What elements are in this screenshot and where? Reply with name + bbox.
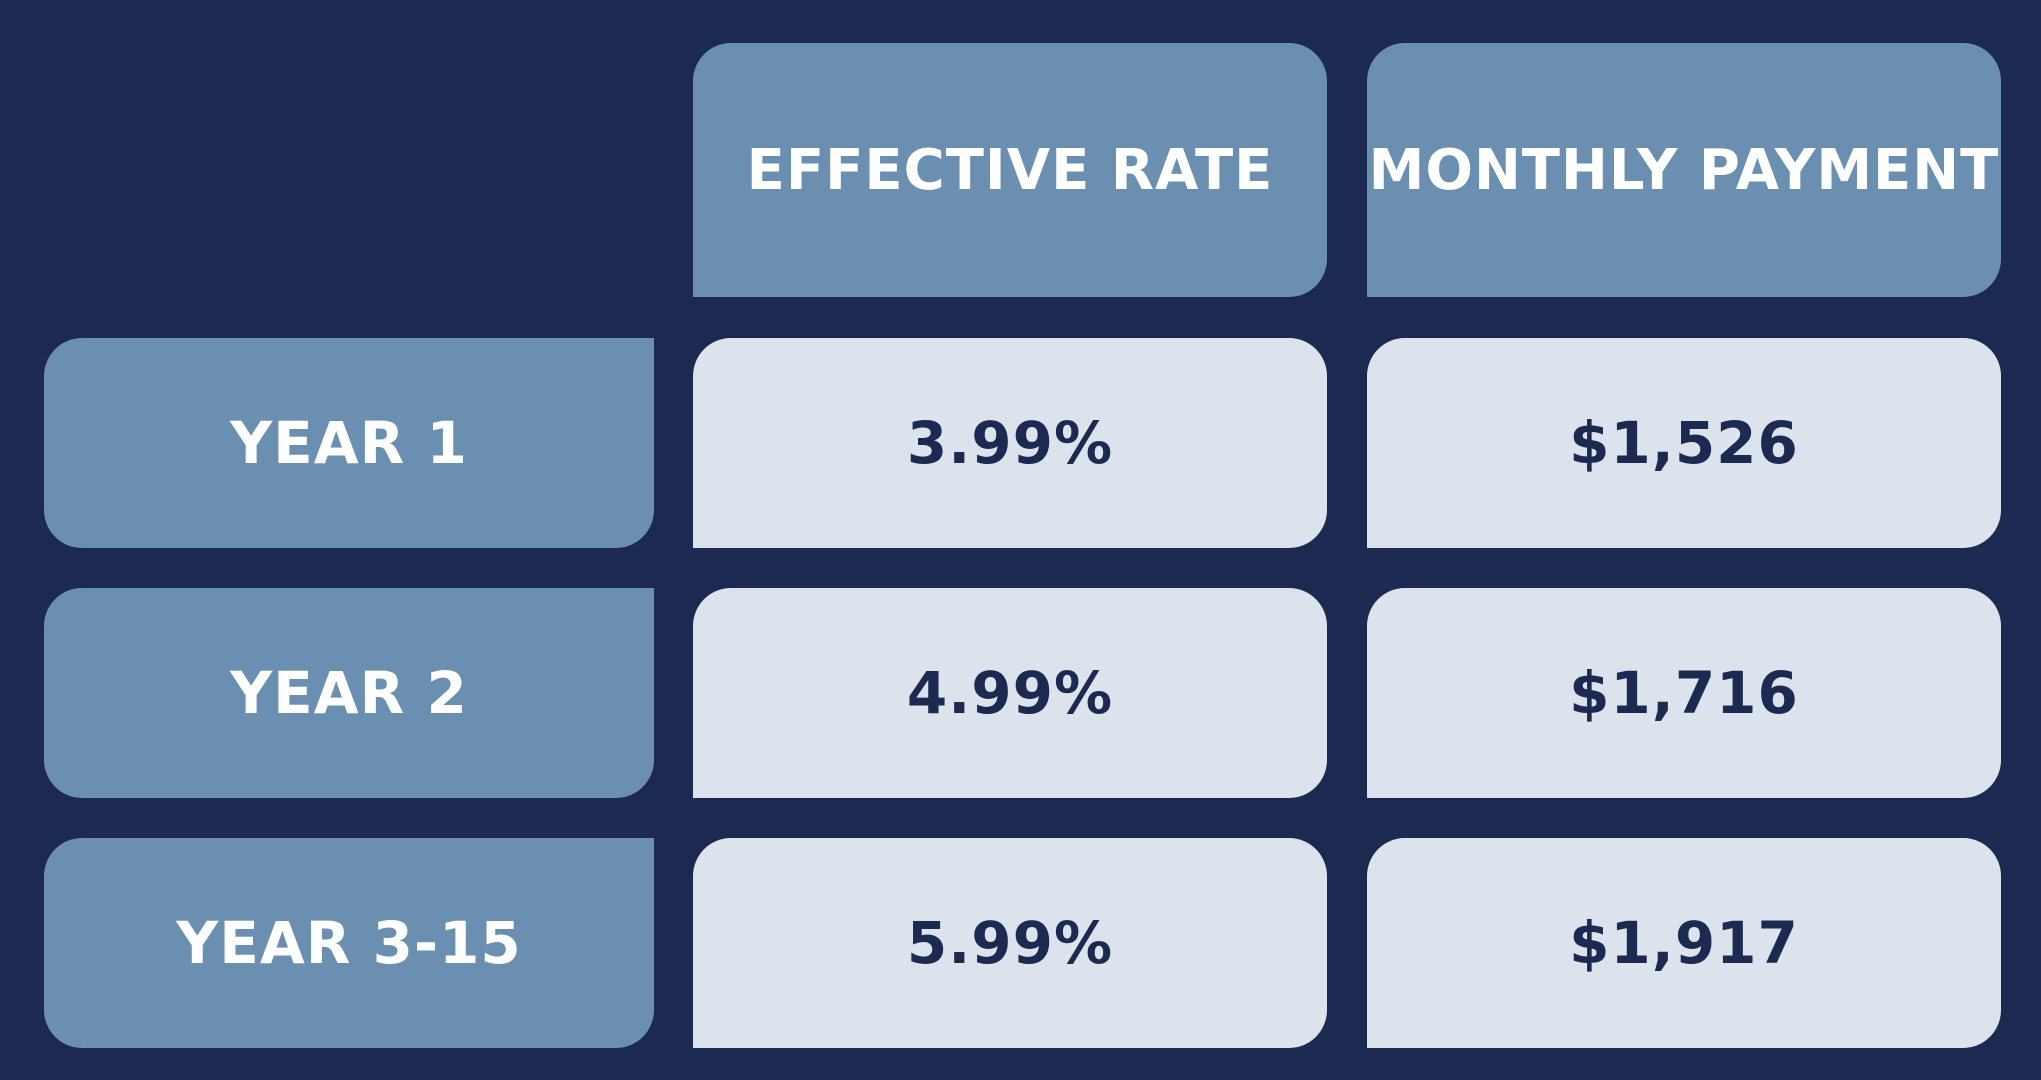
column-header-monthly-payment: MONTHLY PAYMENT bbox=[1367, 43, 2001, 297]
row-label-year-3-15: YEAR 3-15 bbox=[44, 838, 654, 1048]
row-label-year-2: YEAR 2 bbox=[44, 588, 654, 798]
effective-rate-cell-year-1: 3.99% bbox=[693, 338, 1327, 548]
effective-rate-cell-year-3-15: 5.99% bbox=[693, 838, 1327, 1048]
column-header-effective-rate: EFFECTIVE RATE bbox=[693, 43, 1327, 297]
row-label-year-1: YEAR 1 bbox=[44, 338, 654, 548]
monthly-payment-cell-year-3-15: $1,917 bbox=[1367, 838, 2001, 1048]
effective-rate-cell-year-2: 4.99% bbox=[693, 588, 1327, 798]
monthly-payment-cell-year-1: $1,526 bbox=[1367, 338, 2001, 548]
monthly-payment-cell-year-2: $1,716 bbox=[1367, 588, 2001, 798]
